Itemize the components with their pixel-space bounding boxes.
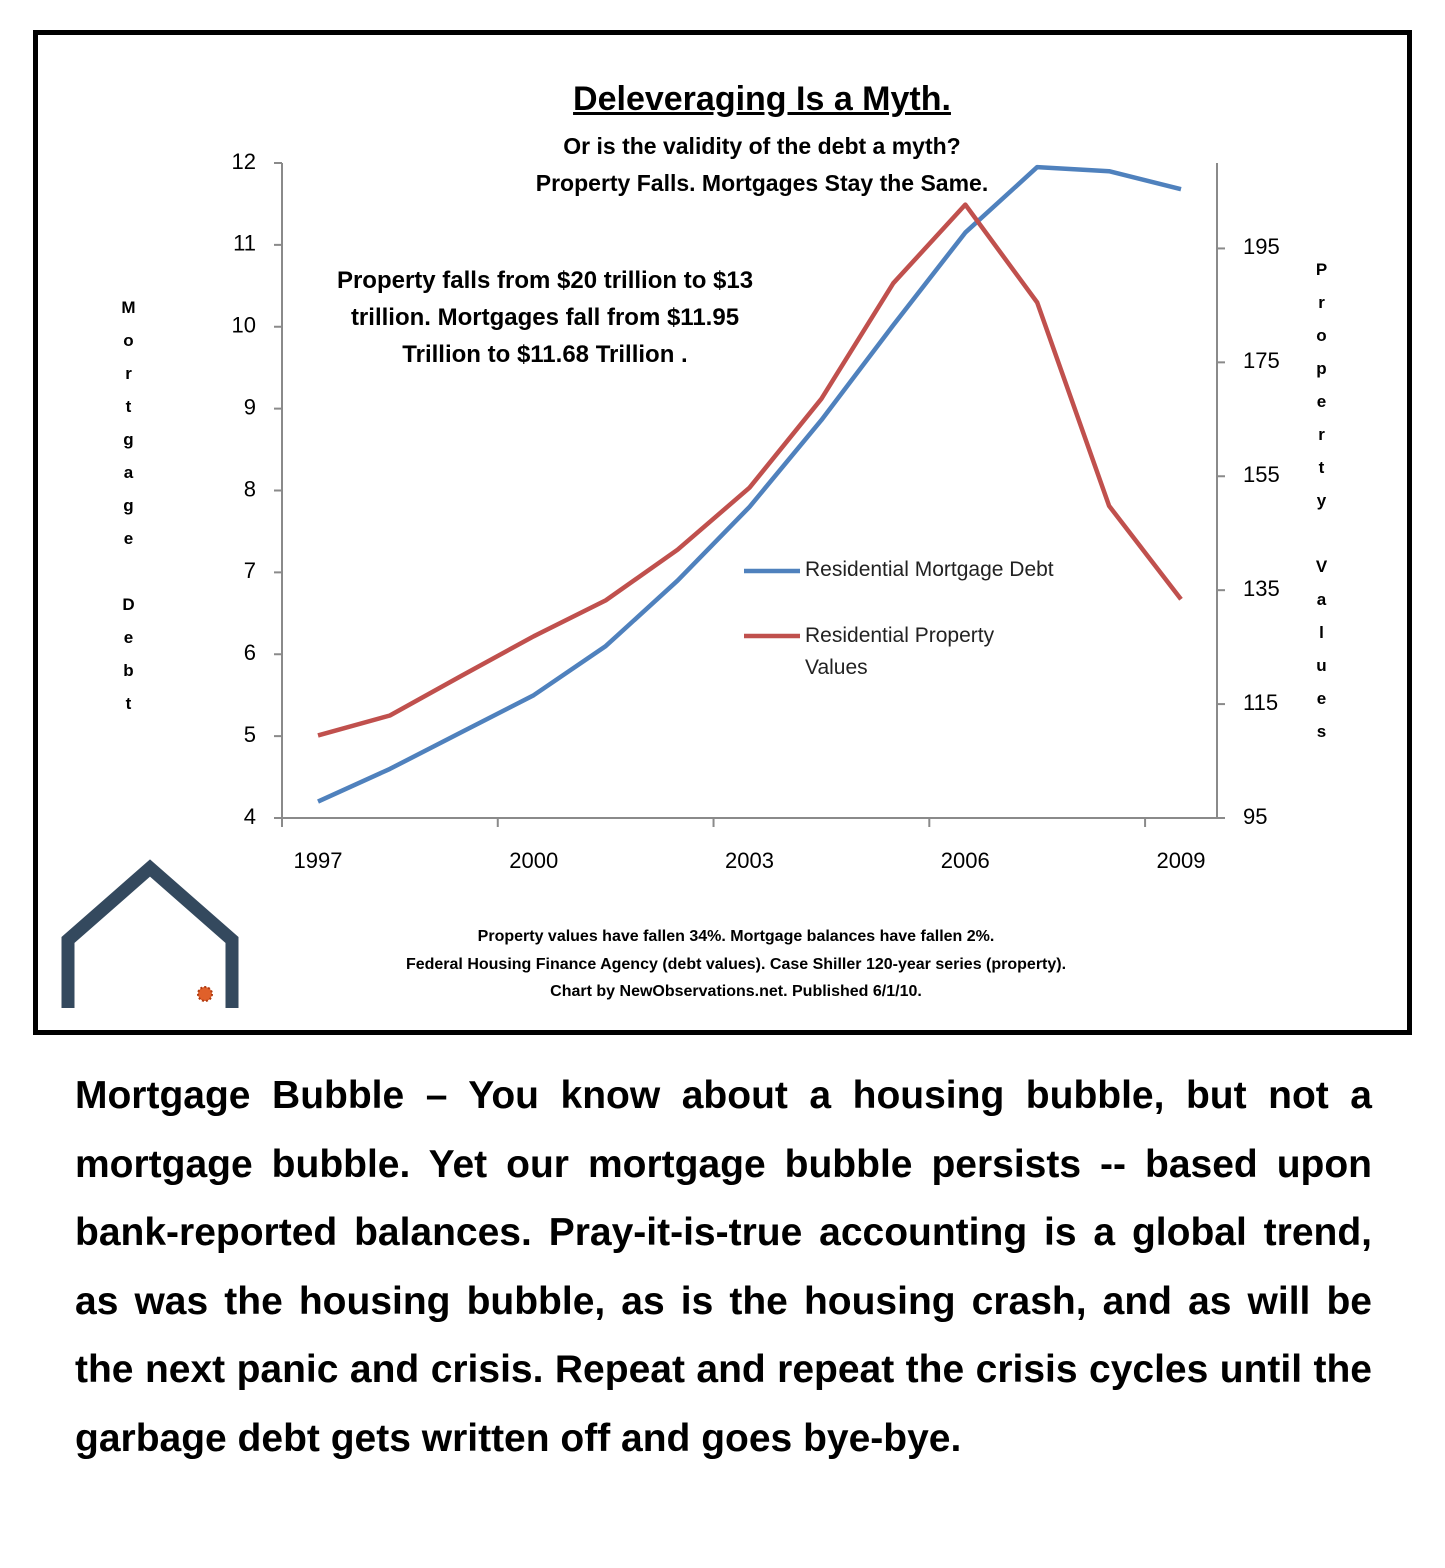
x-tick-label: 2003 [725, 848, 774, 873]
y2-tick-label: 195 [1243, 234, 1280, 259]
y-tick-label: 7 [244, 558, 256, 583]
y2-axis-label: Property Values [1312, 260, 1331, 755]
logo [61, 859, 239, 1008]
chart-subtitle: Property Falls. Mortgages Stay the Same. [535, 170, 989, 196]
y-tick-label: 5 [244, 722, 256, 747]
y2-tick-label: 115 [1243, 690, 1278, 715]
logo-house [61, 859, 239, 1008]
annotation: Property falls from $20 trillion to $13 … [336, 267, 754, 368]
y-tick-label: 11 [233, 231, 256, 256]
footnote: Chart by NewObservations.net. Published … [550, 983, 922, 1000]
y2-tick-label: 175 [1243, 348, 1280, 373]
x-tick-label: 2009 [1157, 848, 1206, 873]
y2-tick-label: 95 [1243, 804, 1267, 829]
y2-tick-label: 135 [1243, 576, 1280, 601]
series-line [317, 164, 1182, 804]
y-tick-label: 10 [232, 313, 256, 338]
chart-frame [33, 30, 1412, 1035]
series-line [317, 202, 1183, 738]
chart-subtitle: Or is the validity of the debt a myth? [563, 133, 961, 159]
y-tick-label: 8 [244, 476, 256, 501]
y-tick-label: 4 [244, 804, 256, 829]
x-tick-label: 1997 [293, 848, 342, 873]
y-tick-label: 12 [232, 149, 256, 174]
x-tick-label: 2006 [941, 848, 990, 873]
x-tick-label: 2000 [509, 848, 558, 873]
body-text: Mortgage Bubble – You know about a housi… [75, 1074, 1372, 1460]
legend-label: Residential Mortgage Debt [805, 558, 1054, 581]
legend-label: Residential Property Values [805, 624, 995, 679]
y-tick-label: 9 [244, 394, 256, 419]
y2-tick-label: 155 [1243, 462, 1280, 487]
footnote: Property values have fallen 34%. Mortgag… [477, 928, 995, 945]
chart-title: Deleveraging Is a Myth. [573, 80, 951, 118]
footnote: Federal Housing Finance Agency (debt val… [405, 956, 1067, 973]
y-axis-label: Mortgage Debt [119, 298, 138, 727]
y-tick-label: 6 [244, 640, 256, 665]
logo-flower [197, 986, 213, 1002]
